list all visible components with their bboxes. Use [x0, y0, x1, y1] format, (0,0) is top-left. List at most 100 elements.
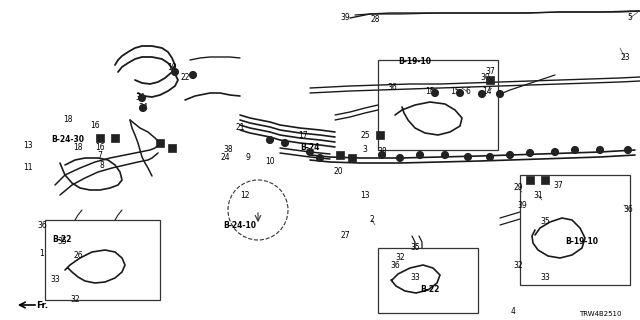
Text: 30: 30 [480, 74, 490, 83]
Circle shape [527, 149, 534, 156]
Text: 21: 21 [236, 124, 244, 132]
Bar [541, 176, 549, 184]
Text: TRW4B2510: TRW4B2510 [579, 311, 621, 317]
Text: 25: 25 [360, 131, 370, 140]
Text: 3: 3 [363, 146, 367, 155]
Text: 19: 19 [167, 63, 177, 73]
Text: 13: 13 [23, 140, 33, 149]
Circle shape [442, 151, 449, 158]
Bar [45, 220, 160, 300]
Text: 32: 32 [513, 260, 523, 269]
Text: 15: 15 [425, 87, 435, 97]
Text: B-24-30: B-24-30 [51, 135, 84, 145]
Bar [111, 134, 119, 142]
Text: 28: 28 [371, 15, 380, 25]
Text: 27: 27 [340, 230, 350, 239]
Text: 18: 18 [73, 142, 83, 151]
Bar [376, 131, 384, 139]
Text: B-19-10: B-19-10 [566, 237, 598, 246]
Text: 37: 37 [553, 180, 563, 189]
Circle shape [282, 140, 289, 147]
Text: 36: 36 [387, 84, 397, 92]
Text: 16: 16 [95, 143, 105, 153]
Text: 29: 29 [513, 183, 523, 193]
Circle shape [317, 155, 323, 162]
Circle shape [189, 71, 196, 78]
Circle shape [417, 151, 424, 158]
Text: 23: 23 [620, 53, 630, 62]
Text: 26: 26 [73, 251, 83, 260]
Text: 8: 8 [100, 161, 104, 170]
Circle shape [140, 105, 147, 111]
Text: 36: 36 [390, 260, 400, 269]
Text: 12: 12 [240, 190, 250, 199]
Circle shape [431, 90, 438, 97]
Text: 20: 20 [333, 167, 343, 177]
Text: 32: 32 [70, 295, 80, 305]
Text: 4: 4 [511, 308, 515, 316]
Bar [526, 176, 534, 184]
Text: B-24-10: B-24-10 [223, 220, 257, 229]
Text: 35: 35 [410, 244, 420, 252]
Bar [168, 144, 176, 152]
Text: B-22: B-22 [420, 285, 440, 294]
Circle shape [486, 154, 493, 161]
Text: 37: 37 [485, 68, 495, 76]
Text: 35: 35 [57, 237, 67, 246]
Text: 6: 6 [465, 87, 470, 97]
Text: Fr.: Fr. [36, 300, 48, 309]
Bar [378, 60, 498, 150]
Text: 39: 39 [340, 13, 350, 22]
Text: 14: 14 [482, 87, 492, 97]
Text: 5: 5 [628, 13, 632, 22]
Bar [520, 175, 630, 285]
Text: 39: 39 [517, 201, 527, 210]
Text: 32: 32 [395, 253, 405, 262]
Circle shape [572, 147, 579, 154]
Text: B-24: B-24 [300, 143, 320, 153]
Bar [378, 248, 478, 313]
Circle shape [552, 148, 559, 156]
Bar [348, 154, 356, 162]
Bar [156, 139, 164, 147]
Text: 10: 10 [265, 157, 275, 166]
Circle shape [266, 137, 273, 143]
Text: 33: 33 [50, 276, 60, 284]
Text: 33: 33 [540, 274, 550, 283]
Circle shape [378, 151, 385, 158]
Bar [96, 134, 104, 142]
Text: 15: 15 [450, 87, 460, 97]
Text: 16: 16 [90, 121, 100, 130]
Text: 9: 9 [246, 153, 250, 162]
Circle shape [172, 68, 179, 76]
Circle shape [465, 154, 472, 161]
Text: 38: 38 [377, 148, 387, 156]
Circle shape [506, 151, 513, 158]
Text: 36: 36 [623, 205, 633, 214]
Text: 36: 36 [37, 220, 47, 229]
Text: 34: 34 [138, 103, 148, 113]
Text: 22: 22 [180, 74, 189, 83]
Circle shape [625, 147, 632, 154]
Text: 33: 33 [410, 274, 420, 283]
Text: 11: 11 [23, 164, 33, 172]
Text: 24: 24 [220, 153, 230, 162]
Text: 7: 7 [97, 150, 102, 159]
Bar [486, 76, 494, 84]
Circle shape [307, 148, 314, 156]
Text: 18: 18 [63, 116, 73, 124]
Circle shape [456, 90, 463, 97]
Circle shape [397, 155, 403, 162]
Text: 1: 1 [40, 249, 44, 258]
Text: 2: 2 [370, 215, 374, 225]
Circle shape [596, 147, 604, 154]
Bar [336, 151, 344, 159]
Circle shape [479, 91, 486, 98]
Text: B-19-10: B-19-10 [399, 58, 431, 67]
Text: 17: 17 [298, 131, 308, 140]
Circle shape [497, 91, 504, 98]
Text: 35: 35 [540, 218, 550, 227]
Text: 34: 34 [135, 93, 145, 102]
Text: 38: 38 [223, 146, 233, 155]
Text: 31: 31 [533, 190, 543, 199]
